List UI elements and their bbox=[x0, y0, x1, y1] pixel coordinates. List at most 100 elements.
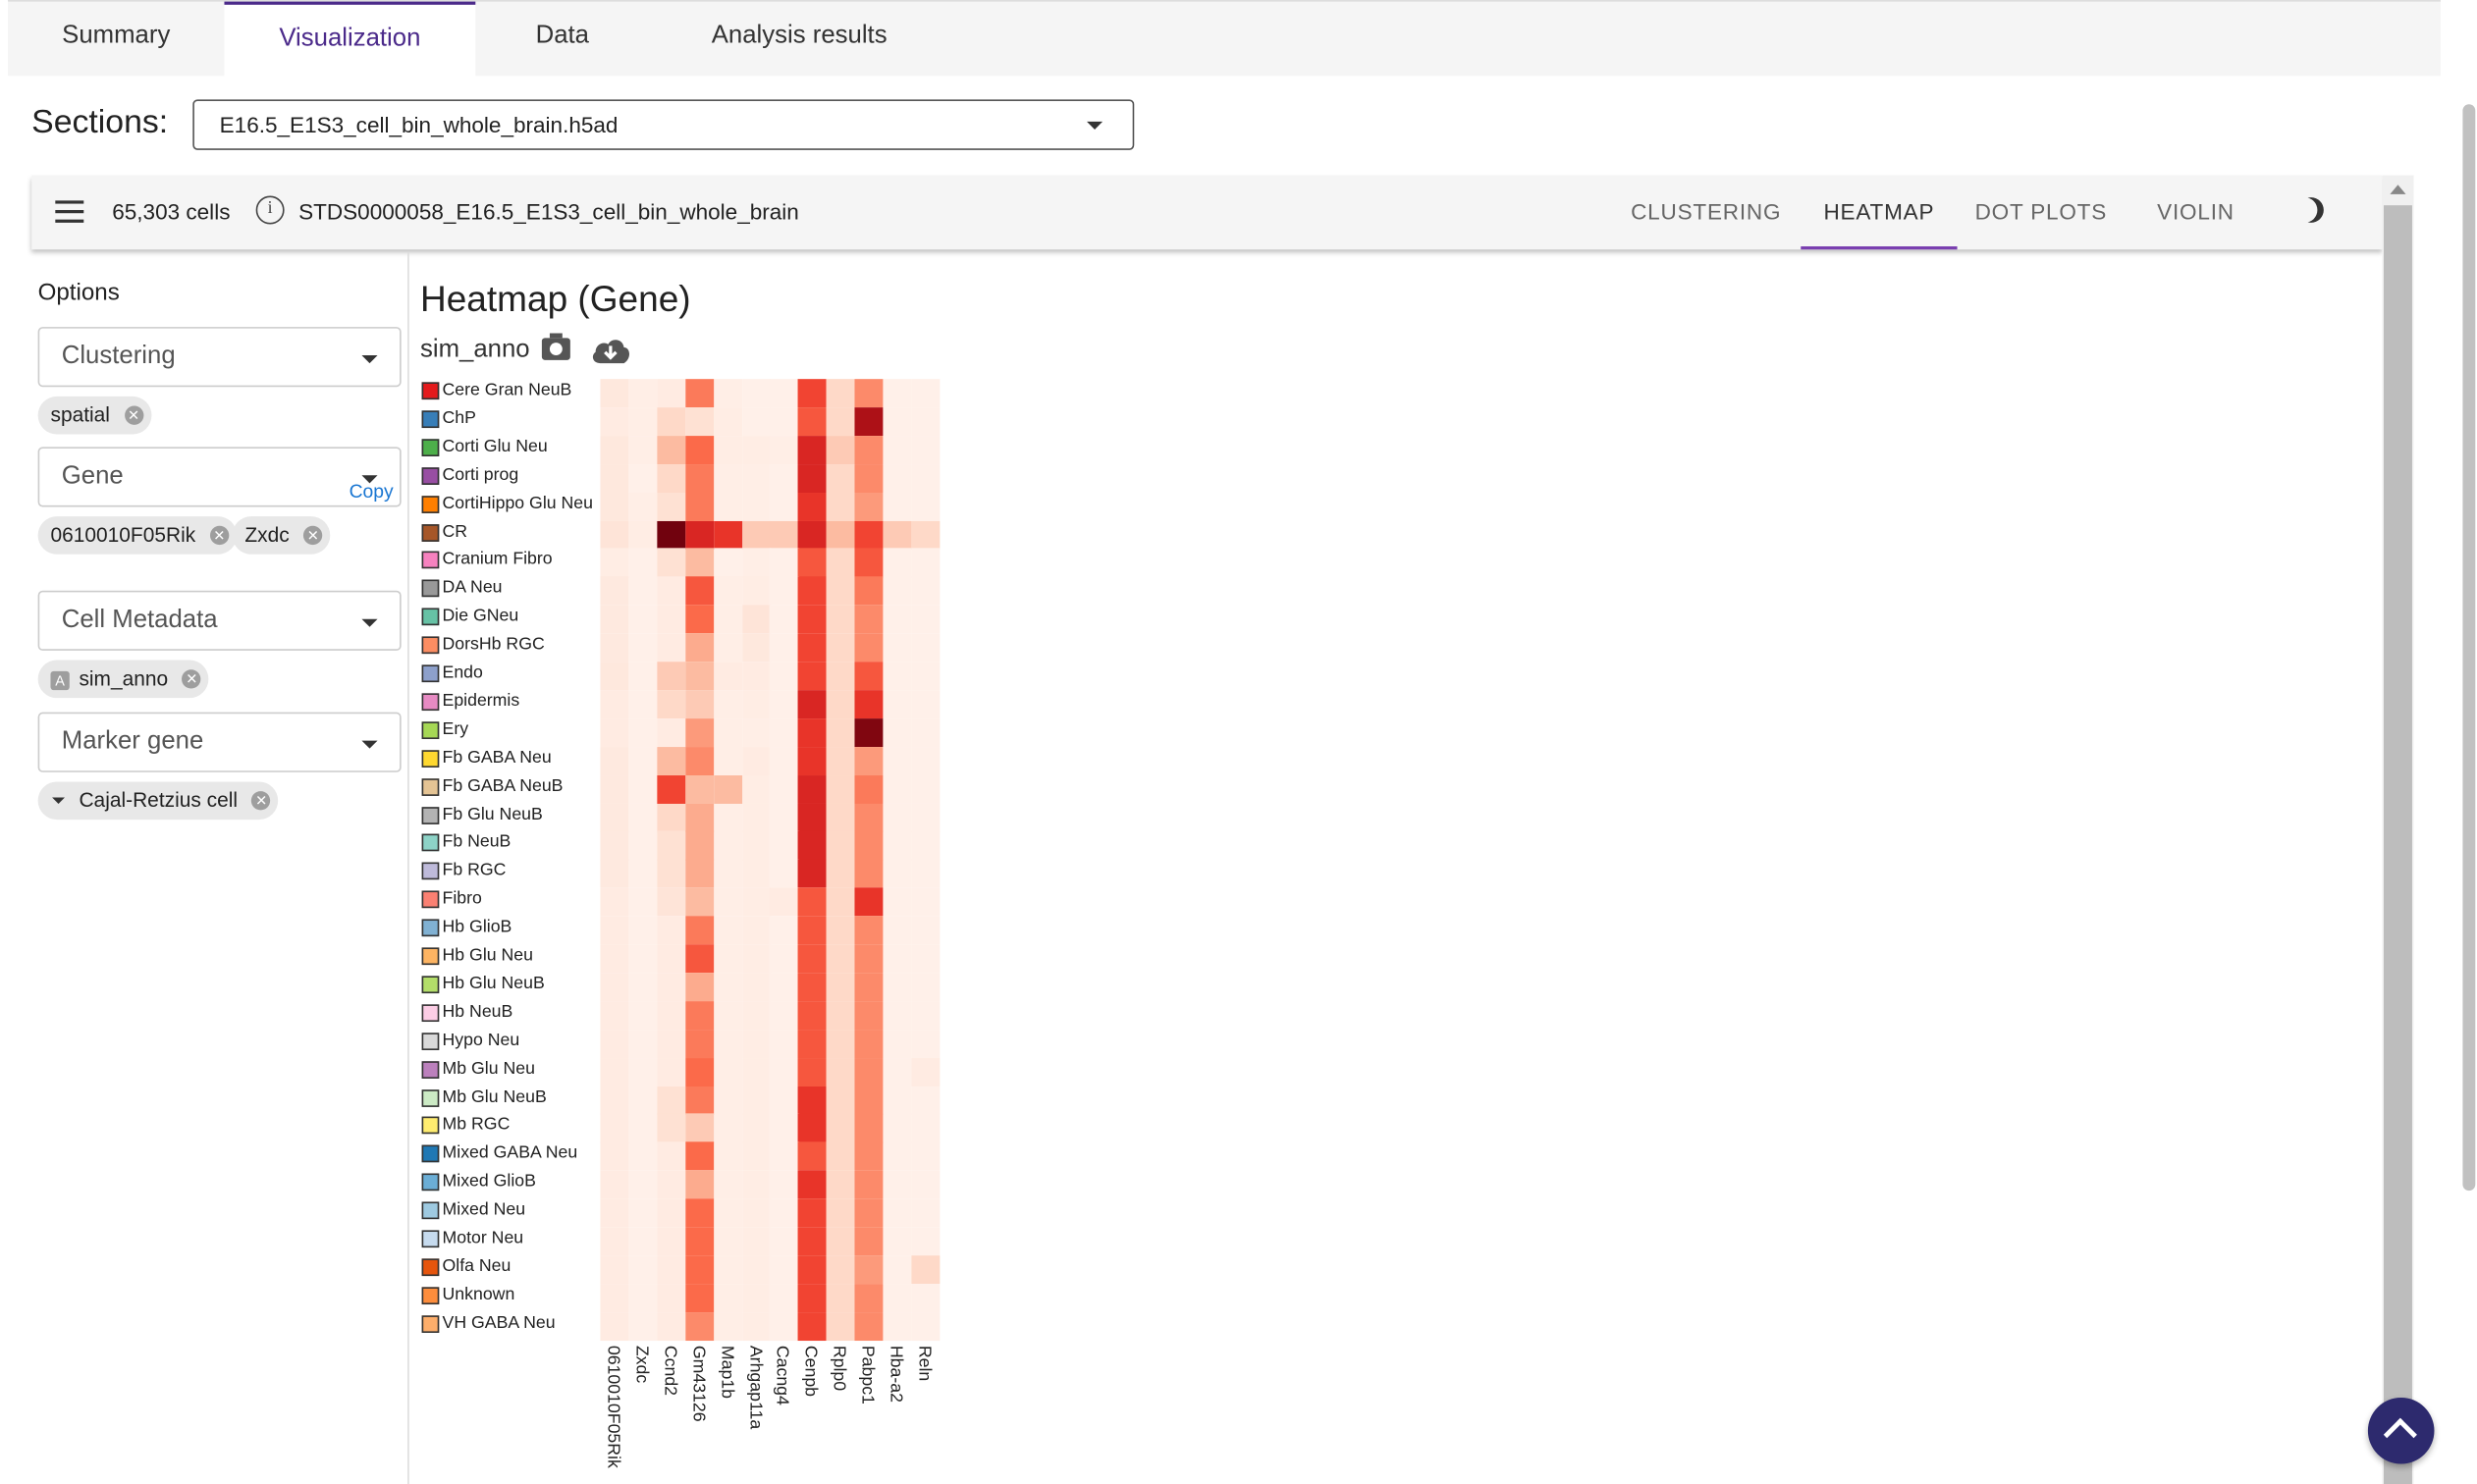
heatmap-cell bbox=[770, 1086, 799, 1115]
heatmap-cell bbox=[684, 689, 715, 719]
row-label: Mixed Neu bbox=[442, 1199, 526, 1220]
heatmap-cell bbox=[854, 689, 884, 719]
heatmap-cell bbox=[883, 1113, 912, 1143]
heatmap-cell bbox=[826, 1141, 856, 1172]
heatmap-cell bbox=[657, 1029, 686, 1058]
heatmap-cell bbox=[826, 1086, 856, 1115]
heatmap-cell bbox=[657, 548, 686, 578]
heatmap-cell bbox=[713, 1254, 742, 1285]
heatmap-cell bbox=[854, 1198, 884, 1228]
heatmap-cell bbox=[628, 492, 658, 521]
heatmap-cell bbox=[684, 1113, 715, 1143]
heatmap-cell bbox=[741, 1113, 771, 1143]
heatmap-cell bbox=[628, 662, 658, 691]
info-icon[interactable]: i bbox=[255, 195, 285, 225]
heatmap-cell bbox=[911, 1057, 941, 1086]
remove-chip-icon[interactable]: ✕ bbox=[251, 791, 271, 811]
copy-link[interactable]: Copy bbox=[349, 480, 394, 503]
heatmap-cell bbox=[911, 717, 941, 748]
tab-analysis-results[interactable]: Analysis results bbox=[711, 22, 888, 49]
heatmap-cell bbox=[657, 1227, 686, 1256]
marker-gene-select[interactable]: Marker gene bbox=[37, 712, 402, 772]
heatmap-cell bbox=[741, 435, 771, 465]
heatmap-cell bbox=[854, 1311, 884, 1341]
tab-violin[interactable]: VIOLIN bbox=[2157, 198, 2235, 225]
clustering-chip[interactable]: spatial ✕ bbox=[37, 396, 151, 435]
row-label: Mixed GlioB bbox=[442, 1172, 536, 1192]
heatmap-cell bbox=[713, 803, 742, 832]
heatmap-cell bbox=[854, 717, 884, 748]
tab-visualization[interactable]: Visualization bbox=[224, 1, 476, 80]
chevron-down-icon bbox=[361, 740, 378, 749]
column-label: Cenpb bbox=[801, 1345, 821, 1398]
column-label-wrap: Map1b bbox=[714, 1346, 742, 1472]
scroll-to-top-button[interactable] bbox=[2367, 1397, 2435, 1464]
row-label: Mb RGC bbox=[442, 1115, 511, 1135]
clustering-select[interactable]: Clustering bbox=[37, 327, 402, 388]
heatmap-cell bbox=[713, 1283, 742, 1313]
dark-mode-icon[interactable] bbox=[2292, 197, 2318, 223]
chevron-down-icon[interactable] bbox=[52, 797, 65, 804]
heatmap-cell bbox=[798, 1311, 828, 1341]
tab-clustering[interactable]: CLUSTERING bbox=[1631, 198, 1782, 225]
heatmap-cell bbox=[713, 774, 742, 804]
heatmap-cell bbox=[826, 859, 856, 889]
tab-heatmap[interactable]: HEATMAP bbox=[1801, 176, 1958, 250]
heatmap-cell bbox=[713, 1029, 742, 1058]
page-scrollbar-thumb[interactable] bbox=[2462, 104, 2476, 1192]
legend-swatch bbox=[421, 777, 440, 796]
marker-gene-chip[interactable]: Cajal-Retzius cell ✕ bbox=[37, 781, 279, 821]
remove-chip-icon[interactable]: ✕ bbox=[209, 525, 229, 546]
heatmap-cell bbox=[684, 1311, 715, 1341]
heatmap-cell bbox=[854, 406, 884, 437]
tab-dot-plots[interactable]: DOT PLOTS bbox=[1974, 198, 2108, 225]
heatmap-cell bbox=[770, 605, 799, 634]
panel-scrollbar-thumb[interactable] bbox=[2383, 205, 2412, 1484]
heatmap-cell bbox=[883, 830, 912, 861]
heatmap-cell bbox=[741, 520, 771, 550]
menu-icon[interactable] bbox=[55, 200, 84, 223]
heatmap-cell bbox=[628, 774, 658, 804]
heatmap-cell bbox=[883, 1000, 912, 1031]
camera-icon[interactable] bbox=[541, 333, 570, 360]
cell-metadata-select-label: Cell Metadata bbox=[61, 606, 218, 634]
heatmap-cell bbox=[883, 972, 912, 1002]
remove-chip-icon[interactable]: ✕ bbox=[182, 669, 201, 689]
row-label: Fb Glu NeuB bbox=[442, 804, 543, 824]
heatmap-cell bbox=[854, 379, 884, 408]
heatmap-cell bbox=[770, 1113, 799, 1143]
heatmap-cell bbox=[854, 1113, 884, 1143]
heatmap-cell bbox=[854, 887, 884, 917]
legend-swatch bbox=[421, 410, 440, 428]
heatmap-cell bbox=[741, 1227, 771, 1256]
gene-chip[interactable]: 0610010F05Rik ✕ bbox=[37, 516, 238, 555]
cloud-download-icon[interactable] bbox=[591, 337, 630, 365]
row-label: DorsHb RGC bbox=[442, 634, 545, 655]
remove-chip-icon[interactable]: ✕ bbox=[303, 525, 323, 546]
tab-summary[interactable]: Summary bbox=[62, 22, 171, 49]
sections-select[interactable]: E16.5_E1S3_cell_bin_whole_brain.h5ad bbox=[192, 99, 1135, 150]
heatmap-cell bbox=[657, 1311, 686, 1341]
heatmap-cell bbox=[628, 633, 658, 662]
heatmap-cell bbox=[911, 944, 941, 974]
cell-metadata-select[interactable]: Cell Metadata bbox=[37, 590, 402, 651]
remove-chip-icon[interactable]: ✕ bbox=[124, 405, 143, 425]
heatmap-cell bbox=[713, 1311, 742, 1341]
scroll-up-arrow-icon[interactable] bbox=[2390, 185, 2406, 194]
row-label: Unknown bbox=[442, 1285, 515, 1304]
heatmap-cell bbox=[770, 774, 799, 804]
heatmap-cell bbox=[826, 492, 856, 521]
heatmap-cell bbox=[684, 1170, 715, 1199]
heatmap-cell bbox=[741, 916, 771, 945]
heatmap-cell bbox=[741, 1170, 771, 1199]
row-label: Fb GABA Neu bbox=[442, 748, 552, 768]
heatmap-cell bbox=[883, 887, 912, 917]
tab-data[interactable]: Data bbox=[535, 22, 589, 49]
heatmap-cell bbox=[741, 1057, 771, 1086]
heatmap-cell bbox=[798, 520, 828, 550]
gene-select[interactable]: Gene Copy bbox=[37, 447, 402, 507]
heatmap-cell bbox=[600, 1311, 629, 1341]
gene-chip[interactable]: Zxdc ✕ bbox=[232, 516, 331, 555]
